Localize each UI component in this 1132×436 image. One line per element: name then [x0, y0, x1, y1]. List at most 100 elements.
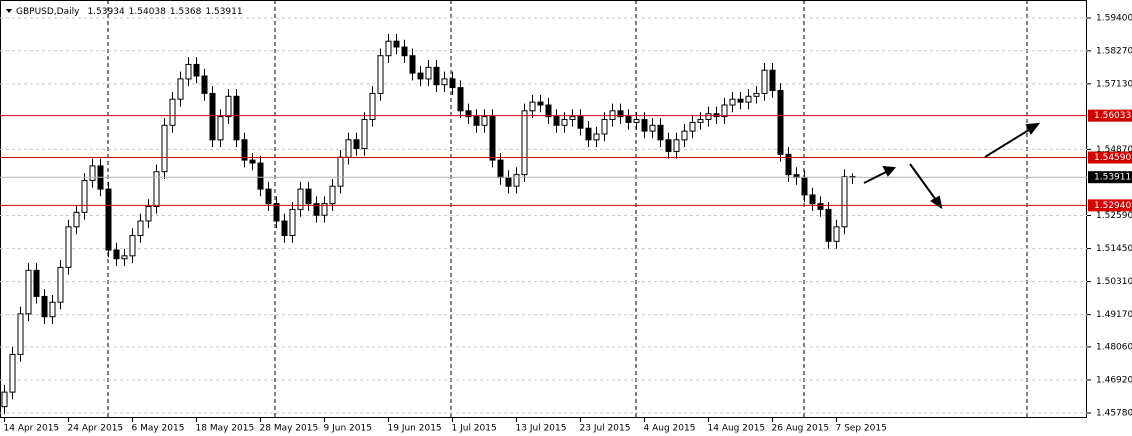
candle-body — [177, 78, 184, 100]
candle-body — [521, 110, 528, 176]
candle-body — [185, 63, 192, 80]
candle-body — [825, 208, 832, 242]
y-tick-label: 1.45780 — [1096, 409, 1132, 419]
candle-body — [169, 98, 176, 126]
candle-body — [209, 92, 216, 141]
candle-body — [153, 171, 160, 208]
candle-body — [705, 113, 712, 121]
candle-body — [57, 266, 64, 303]
candle-body — [129, 235, 136, 257]
x-tick-label: 4 Aug 2015 — [644, 424, 696, 434]
levels: 1.56033 1.54590 1.52940 1.53911 — [0, 109, 1132, 212]
candle-body — [465, 110, 472, 118]
candle-body — [113, 249, 120, 260]
candle-body — [73, 211, 80, 228]
candle-body — [33, 269, 40, 297]
candle-body — [337, 156, 344, 187]
candle-body — [425, 66, 432, 80]
candle-body — [649, 124, 656, 132]
candle-body — [841, 176, 848, 228]
level-label: 1.56033 — [1094, 111, 1131, 121]
candle-body — [321, 203, 328, 216]
y-tick-label: 1.46920 — [1096, 375, 1132, 385]
candle-body — [681, 130, 688, 141]
candle-body — [769, 69, 776, 92]
candle-body — [761, 69, 768, 94]
header: GBPUSD,Daily 1.53934 1.54038 1.5368 1.53911 — [16, 7, 243, 17]
x-tick-label: 14 Apr 2015 — [4, 424, 60, 434]
y-tick-label: 1.58270 — [1096, 46, 1132, 56]
arrow-head — [882, 165, 897, 177]
candle-body — [265, 188, 272, 205]
candle-body — [105, 188, 112, 251]
quote-close: 1.53911 — [205, 7, 242, 17]
candle-body — [49, 301, 56, 318]
x-tick-label: 18 May 2015 — [196, 424, 255, 434]
x-tick-label: 6 May 2015 — [132, 424, 185, 434]
y-tick-label: 1.57130 — [1096, 79, 1132, 89]
candle-body — [233, 95, 240, 141]
candle-body — [489, 116, 496, 161]
x-tick-label: 28 May 2015 — [260, 424, 319, 434]
candle-body — [193, 63, 200, 77]
candle-body — [329, 185, 336, 205]
quote-low: 1.5368 — [170, 7, 202, 17]
candle-body — [137, 220, 144, 237]
candle-body — [273, 203, 280, 222]
quote-open: 1.53934 — [87, 7, 124, 17]
candle-body — [89, 165, 96, 181]
candle-body — [417, 72, 424, 80]
candle-body — [441, 78, 448, 86]
x-tick-label: 24 Apr 2015 — [68, 424, 124, 434]
candle-body — [121, 255, 128, 260]
symbol: GBPUSD,Daily — [16, 7, 80, 17]
candle-body — [529, 101, 536, 112]
y-tick-label: 1.52590 — [1096, 211, 1132, 221]
candle-body — [289, 208, 296, 237]
candle-body — [753, 92, 760, 97]
candle-body — [745, 95, 752, 103]
candle-body — [721, 104, 728, 118]
x-tick-label: 13 Jul 2015 — [516, 424, 567, 434]
candle-body — [457, 87, 464, 112]
candles — [1, 33, 856, 414]
candle-body — [553, 116, 560, 126]
y-tick-label: 1.48060 — [1096, 342, 1132, 352]
candle-body — [641, 119, 648, 132]
x-tick-label: 19 Jun 2015 — [388, 424, 442, 434]
candle-body — [305, 188, 312, 205]
candle-body — [625, 116, 632, 123]
x-tick-label: 26 Aug 2015 — [772, 424, 830, 434]
candle-body — [505, 177, 512, 187]
candle-body — [433, 66, 440, 86]
x-tick-label: 23 Jul 2015 — [580, 424, 631, 434]
candle-body — [561, 119, 568, 126]
candle-body — [281, 220, 288, 237]
candle-body — [473, 116, 480, 126]
candle-body — [249, 159, 256, 164]
x-tick-label: 7 Sep 2015 — [836, 424, 887, 434]
candle-body — [497, 159, 504, 179]
level-label-bg — [1088, 171, 1132, 184]
candle-body — [729, 98, 736, 106]
arrows — [863, 122, 1041, 210]
candle-body — [369, 92, 376, 121]
candle-body — [657, 124, 664, 141]
candle-body — [537, 101, 544, 106]
arrow — [863, 170, 889, 184]
y-tick-label: 1.50310 — [1096, 277, 1132, 287]
candle-body — [801, 177, 808, 196]
plot-frame — [0, 0, 1087, 418]
x-tick-label: 14 Aug 2015 — [708, 424, 766, 434]
candle-body — [617, 110, 624, 118]
candle-body — [481, 116, 488, 126]
candle-body — [217, 116, 224, 141]
candle-body — [393, 40, 400, 48]
candle-body — [673, 139, 680, 152]
candle-body — [377, 55, 384, 94]
level-label-bg — [1088, 199, 1132, 212]
menu-triangle — [6, 9, 12, 13]
level-label: 1.53911 — [1094, 173, 1131, 183]
